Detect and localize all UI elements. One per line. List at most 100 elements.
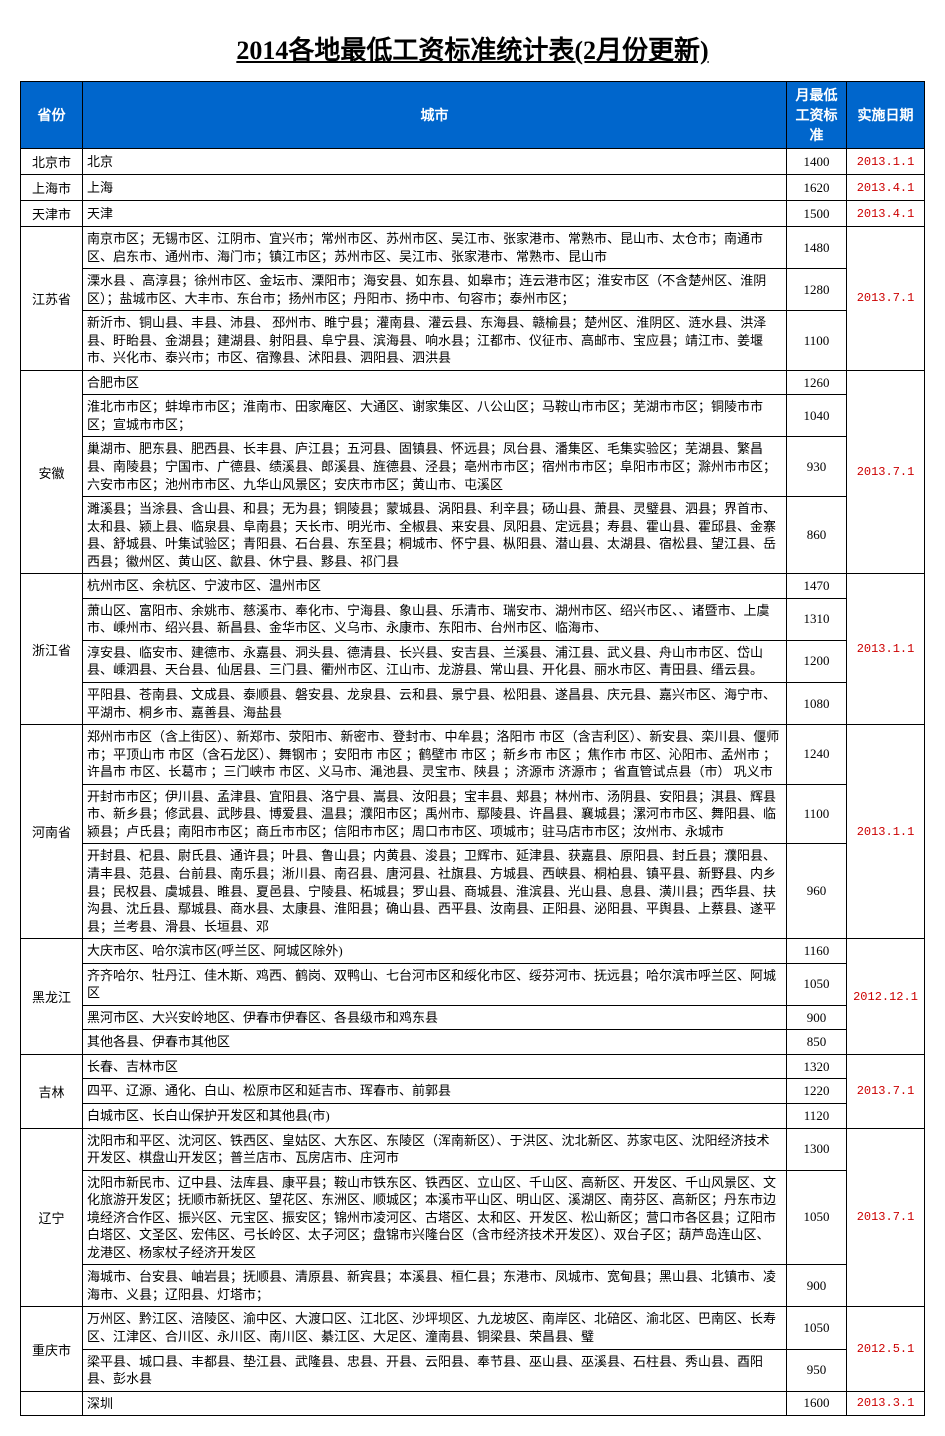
wage-cell: 1120 <box>787 1103 847 1128</box>
col-date: 实施日期 <box>847 82 925 149</box>
table-header-row: 省份 城市 月最低工资标准 实施日期 <box>21 82 925 149</box>
wage-cell: 950 <box>787 1349 847 1391</box>
wage-cell: 1100 <box>787 311 847 371</box>
province-cell: 天津市 <box>21 201 83 227</box>
city-cell: 淮北市市区；蚌埠市市区；淮南市、田家庵区、大通区、谢家集区、八公山区；马鞍山市市… <box>83 395 787 437</box>
wage-cell: 1620 <box>787 175 847 201</box>
city-cell: 深圳 <box>83 1391 787 1416</box>
table-row: 北京市北京14002013.1.1 <box>21 149 925 175</box>
date-cell: 2013.7.1 <box>847 1054 925 1128</box>
table-row: 海城市、台安县、岫岩县；抚顺县、清原县、新宾县；本溪县、桓仁县；东港市、凤城市、… <box>21 1265 925 1307</box>
wage-cell: 1320 <box>787 1054 847 1079</box>
wage-cell: 960 <box>787 844 847 939</box>
table-row: 溧水县 、高淳县；徐州市区、金坛市、溧阳市；海安县、如东县、如皋市；连云港市区；… <box>21 269 925 311</box>
table-row: 淮北市市区；蚌埠市市区；淮南市、田家庵区、大通区、谢家集区、八公山区；马鞍山市市… <box>21 395 925 437</box>
wage-cell: 900 <box>787 1005 847 1030</box>
date-cell: 2013.7.1 <box>847 370 925 573</box>
province-cell: 河南省 <box>21 725 83 939</box>
city-cell: 开封市市区；伊川县、孟津县、宜阳县、洛宁县、嵩县、汝阳县；宝丰县、郏县；林州市、… <box>83 784 787 844</box>
date-cell: 2012.12.1 <box>847 939 925 1055</box>
table-row: 四平、辽源、通化、白山、松原市区和延吉市、珲春市、前郭县1220 <box>21 1079 925 1104</box>
province-cell: 江苏省 <box>21 227 83 371</box>
city-cell: 合肥市区 <box>83 370 787 395</box>
table-row: 安徽合肥市区12602013.7.1 <box>21 370 925 395</box>
wage-cell: 1240 <box>787 725 847 785</box>
province-cell: 上海市 <box>21 175 83 201</box>
table-row: 新沂市、铜山县、丰县、沛县、 邳州市、睢宁县；灌南县、灌云县、东海县、赣榆县；楚… <box>21 311 925 371</box>
table-row: 上海市上海16202013.4.1 <box>21 175 925 201</box>
wage-cell: 1310 <box>787 598 847 640</box>
wage-cell: 1080 <box>787 683 847 725</box>
city-cell: 天津 <box>83 201 787 227</box>
table-row: 沈阳市新民市、辽中县、法库县、康平县；鞍山市铁东区、铁西区、立山区、千山区、高新… <box>21 1170 925 1265</box>
date-cell: 2013.3.1 <box>847 1391 925 1416</box>
city-cell: 黑河市区、大兴安岭地区、伊春市伊春区、各县级市和鸡东县 <box>83 1005 787 1030</box>
table-row: 黑龙江大庆市区、哈尔滨市区(呼兰区、阿城区除外)11602012.12.1 <box>21 939 925 964</box>
wage-cell: 1050 <box>787 1307 847 1349</box>
table-row: 开封市市区；伊川县、孟津县、宜阳县、洛宁县、嵩县、汝阳县；宝丰县、郏县；林州市、… <box>21 784 925 844</box>
province-cell: 北京市 <box>21 149 83 175</box>
city-cell: 万州区、黔江区、涪陵区、渝中区、大渡口区、江北区、沙坪坝区、九龙坡区、南岸区、北… <box>83 1307 787 1349</box>
wage-cell: 900 <box>787 1265 847 1307</box>
city-cell: 沈阳市和平区、沈河区、铁西区、皇姑区、大东区、东陵区（浑南新区）、于洪区、沈北新… <box>83 1128 787 1170</box>
table-row: 白城市区、长白山保护开发区和其他县(市)1120 <box>21 1103 925 1128</box>
table-row: 淳安县、临安市、建德市、永嘉县、洞头县、德清县、长兴县、安吉县、兰溪县、浦江县、… <box>21 640 925 682</box>
date-cell: 2013.7.1 <box>847 1128 925 1307</box>
city-cell: 溧水县 、高淳县；徐州市区、金坛市、溧阳市；海安县、如东县、如皋市；连云港市区；… <box>83 269 787 311</box>
table-row: 天津市天津15002013.4.1 <box>21 201 925 227</box>
wage-cell: 1400 <box>787 149 847 175</box>
table-row: 濉溪县；当涂县、含山县、和县；无为县；铜陵县；蒙城县、涡阳县、利辛县；砀山县、萧… <box>21 497 925 574</box>
province-cell: 黑龙江 <box>21 939 83 1055</box>
wage-table: 省份 城市 月最低工资标准 实施日期 北京市北京14002013.1.1上海市上… <box>20 81 925 1416</box>
date-cell: 2013.1.1 <box>847 574 925 725</box>
wage-cell: 1300 <box>787 1128 847 1170</box>
city-cell: 沈阳市新民市、辽中县、法库县、康平县；鞍山市铁东区、铁西区、立山区、千山区、高新… <box>83 1170 787 1265</box>
city-cell: 齐齐哈尔、牡丹江、佳木斯、鸡西、鹤岗、双鸭山、七台河市区和绥化市区、绥芬河市、抚… <box>83 963 787 1005</box>
city-cell: 海城市、台安县、岫岩县；抚顺县、清原县、新宾县；本溪县、桓仁县；东港市、凤城市、… <box>83 1265 787 1307</box>
city-cell: 萧山区、富阳市、余姚市、慈溪市、奉化市、宁海县、象山县、乐清市、瑞安市、湖州市区… <box>83 598 787 640</box>
table-row: 吉林长春、吉林市区13202013.7.1 <box>21 1054 925 1079</box>
city-cell: 其他各县、伊春市其他区 <box>83 1030 787 1055</box>
table-row: 河南省郑州市市区（含上街区）、新郑市、荥阳市、新密市、登封市、中牟县；洛阳市 市… <box>21 725 925 785</box>
city-cell: 南京市区；无锡市区、江阴市、宜兴市；常州市区、苏州市区、吴江市、张家港市、常熟市… <box>83 227 787 269</box>
wage-cell: 930 <box>787 437 847 497</box>
wage-cell: 1200 <box>787 640 847 682</box>
table-row: 萧山区、富阳市、余姚市、慈溪市、奉化市、宁海县、象山县、乐清市、瑞安市、湖州市区… <box>21 598 925 640</box>
table-row: 平阳县、苍南县、文成县、泰顺县、磐安县、龙泉县、云和县、景宁县、松阳县、遂昌县、… <box>21 683 925 725</box>
table-row: 巢湖市、肥东县、肥西县、长丰县、庐江县；五河县、固镇县、怀远县；凤台县、潘集区、… <box>21 437 925 497</box>
table-row: 江苏省南京市区；无锡市区、江阴市、宜兴市；常州市区、苏州市区、吴江市、张家港市、… <box>21 227 925 269</box>
province-cell: 辽宁 <box>21 1128 83 1307</box>
wage-cell: 1050 <box>787 1170 847 1265</box>
province-cell: 浙江省 <box>21 574 83 725</box>
city-cell: 平阳县、苍南县、文成县、泰顺县、磐安县、龙泉县、云和县、景宁县、松阳县、遂昌县、… <box>83 683 787 725</box>
wage-cell: 1600 <box>787 1391 847 1416</box>
table-row: 开封县、杞县、尉氏县、通许县；叶县、鲁山县；内黄县、浚县；卫辉市、延津县、获嘉县… <box>21 844 925 939</box>
city-cell: 大庆市区、哈尔滨市区(呼兰区、阿城区除外) <box>83 939 787 964</box>
col-wage: 月最低工资标准 <box>787 82 847 149</box>
city-cell: 白城市区、长白山保护开发区和其他县(市) <box>83 1103 787 1128</box>
wage-cell: 1220 <box>787 1079 847 1104</box>
table-row: 辽宁沈阳市和平区、沈河区、铁西区、皇姑区、大东区、东陵区（浑南新区）、于洪区、沈… <box>21 1128 925 1170</box>
table-row: 重庆市万州区、黔江区、涪陵区、渝中区、大渡口区、江北区、沙坪坝区、九龙坡区、南岸… <box>21 1307 925 1349</box>
city-cell: 新沂市、铜山县、丰县、沛县、 邳州市、睢宁县；灌南县、灌云县、东海县、赣榆县；楚… <box>83 311 787 371</box>
city-cell: 濉溪县；当涂县、含山县、和县；无为县；铜陵县；蒙城县、涡阳县、利辛县；砀山县、萧… <box>83 497 787 574</box>
wage-cell: 1040 <box>787 395 847 437</box>
city-cell: 开封县、杞县、尉氏县、通许县；叶县、鲁山县；内黄县、浚县；卫辉市、延津县、获嘉县… <box>83 844 787 939</box>
province-cell: 吉林 <box>21 1054 83 1128</box>
table-row: 梁平县、城口县、丰都县、垫江县、武隆县、忠县、开县、云阳县、奉节县、巫山县、巫溪… <box>21 1349 925 1391</box>
wage-cell: 1470 <box>787 574 847 599</box>
table-row: 其他各县、伊春市其他区850 <box>21 1030 925 1055</box>
date-cell: 2013.4.1 <box>847 201 925 227</box>
date-cell: 2013.4.1 <box>847 175 925 201</box>
date-cell: 2013.1.1 <box>847 149 925 175</box>
city-cell: 梁平县、城口县、丰都县、垫江县、武隆县、忠县、开县、云阳县、奉节县、巫山县、巫溪… <box>83 1349 787 1391</box>
table-row: 浙江省杭州市区、余杭区、宁波市区、温州市区14702013.1.1 <box>21 574 925 599</box>
city-cell: 长春、吉林市区 <box>83 1054 787 1079</box>
wage-cell: 1280 <box>787 269 847 311</box>
city-cell: 上海 <box>83 175 787 201</box>
province-cell: 安徽 <box>21 370 83 573</box>
wage-cell: 1500 <box>787 201 847 227</box>
wage-cell: 1100 <box>787 784 847 844</box>
wage-cell: 1050 <box>787 963 847 1005</box>
col-city: 城市 <box>83 82 787 149</box>
